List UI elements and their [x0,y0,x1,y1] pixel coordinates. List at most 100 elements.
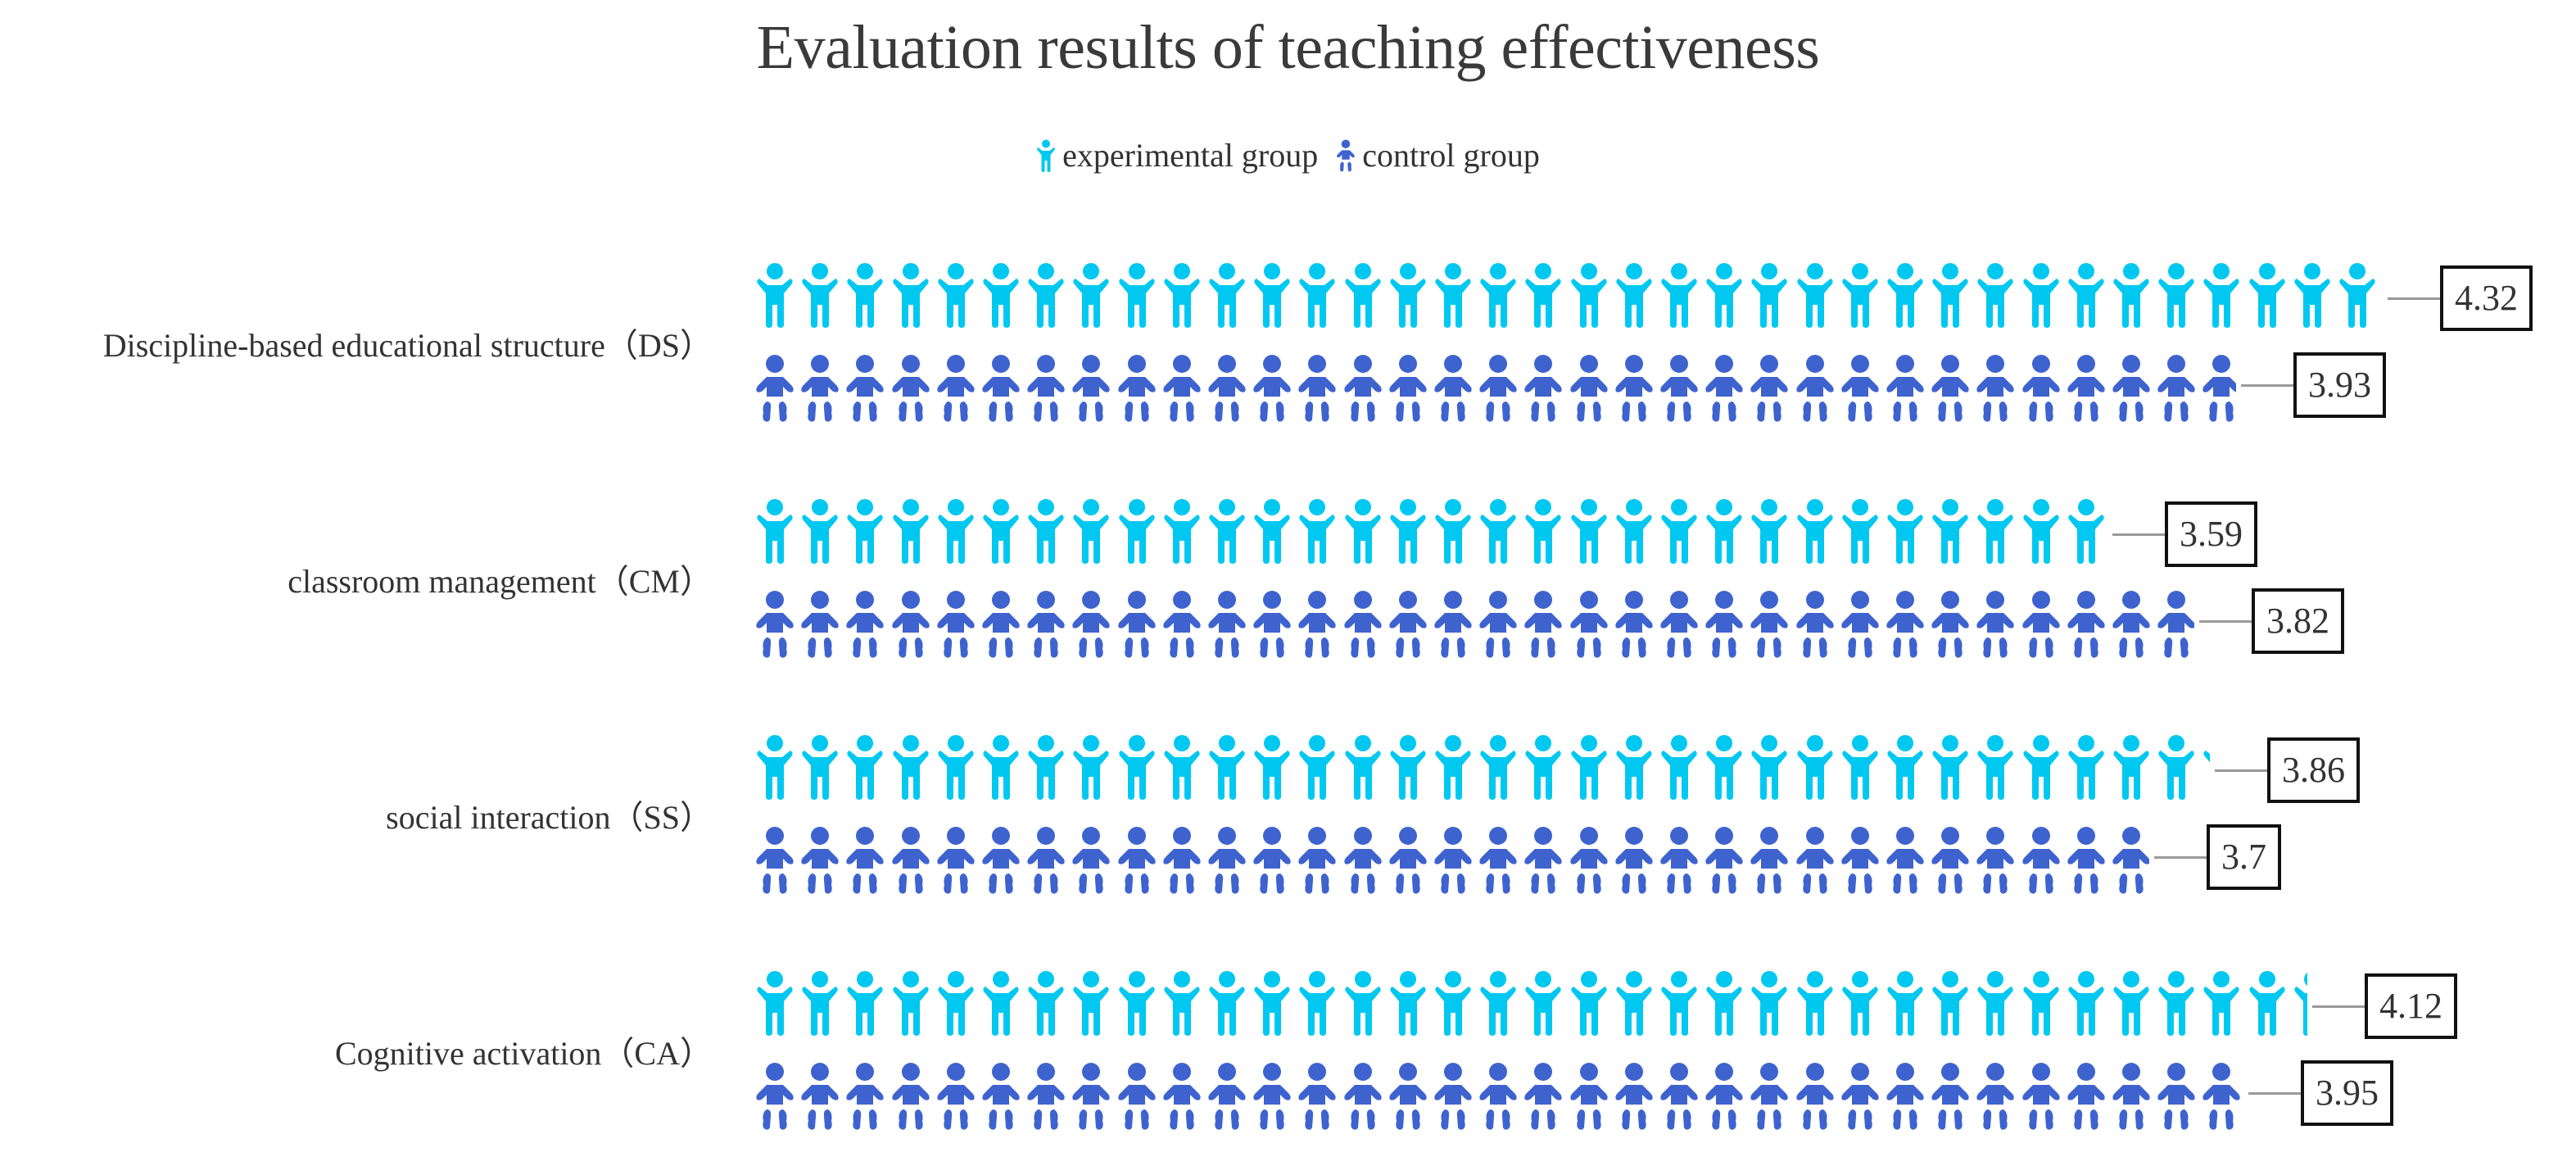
baby-icon [2203,355,2236,422]
baby-icon [1750,827,1789,894]
baby-icon [1615,827,1653,894]
child-arms-raised-icon [802,499,838,564]
baby-icon [801,355,839,422]
child-arms-raised-icon [1299,735,1336,800]
child-arms-raised-icon [847,499,884,564]
child-arms-raised-icon [1164,263,1200,328]
child-arms-raised-icon [2068,499,2104,564]
child-arms-raised-icon [1028,735,1064,800]
child-arms-raised-icon [1118,971,1155,1036]
child-arms-raised-icon [1977,735,2014,800]
baby-icon [1615,591,1653,658]
child-arms-raised-icon [983,735,1019,800]
child-arms-raised-icon [1932,735,1968,800]
child-arms-raised-icon [1299,263,1336,328]
baby-icon [1750,1063,1789,1130]
baby-icon [756,1063,794,1130]
baby-icon [1660,827,1698,894]
child-arms-raised-icon [802,735,838,800]
child-arms-raised-icon [2339,263,2375,328]
category-label-cm: classroom management（CM） [287,563,713,600]
baby-icon [1253,591,1291,658]
child-arms-raised-icon [2022,263,2059,328]
child-arms-raised-icon [983,499,1019,564]
legend-item-control[interactable]: control group [1336,133,1540,179]
baby-icon [1072,1063,1111,1130]
baby-icon [756,591,794,658]
baby-icon [1163,355,1201,422]
child-arms-raised-icon [1073,971,1110,1036]
baby-icon [891,355,930,422]
baby-icon [1886,355,1924,422]
child-arms-raised-icon [1525,971,1562,1036]
baby-icon [1389,355,1427,422]
child-arms-raised-icon [1344,499,1381,564]
child-arms-raised-icon [1299,499,1336,564]
baby-icon [982,591,1020,658]
value-label: 3.7 [2207,824,2281,890]
baby-icon [1841,355,1879,422]
baby-icon [1705,1063,1743,1130]
child-arms-raised-icon [1616,499,1652,564]
child-arms-raised-icon [757,971,793,1036]
baby-icon [1208,591,1246,658]
child-arms-raised-icon [2068,971,2104,1036]
legend-item-experimental[interactable]: experimental group [1036,133,1318,179]
child-arms-raised-icon [1796,735,1833,800]
baby-icon [1117,591,1156,658]
category-label-ca: Cognitive activation（CA） [334,1035,713,1072]
baby-icon [2021,1063,2060,1130]
child-arms-raised-icon [1977,499,2014,564]
baby-icon [2067,1063,2105,1130]
baby-icon [1479,591,1517,658]
baby-icon [1389,591,1427,658]
child-arms-raised-icon [1209,263,1245,328]
child-arms-raised-icon [1254,971,1290,1036]
child-arms-raised-icon [1209,735,1245,800]
child-arms-raised-icon [1480,263,1516,328]
child-arms-raised-icon [1706,499,1742,564]
child-arms-raised-icon [2022,735,2059,800]
baby-icon [2067,827,2105,894]
baby-icon [756,827,794,894]
baby-icon [846,355,885,422]
baby-icon [2021,355,2060,422]
leader-line [2241,384,2293,387]
child-arms-raised-icon [1073,263,1110,328]
baby-icon [1163,591,1201,658]
icon-row-experimental [755,734,2210,810]
baby-icon [1337,139,1356,172]
baby-icon [1343,355,1382,422]
baby-icon [1569,591,1608,658]
baby-icon [1795,355,1834,422]
icon-row-control [755,1062,2243,1137]
child-arms-raised-icon [1706,263,1742,328]
child-arms-raised-icon [1570,735,1607,800]
baby-icon [937,355,975,422]
icon-row-control [755,826,2149,901]
baby-icon [1027,827,1065,894]
child-arms-raised-icon [1480,735,1516,800]
child-arms-raised-icon [2068,735,2104,800]
child-arms-raised-icon [1842,263,1878,328]
baby-icon [891,1063,930,1130]
baby-icon [1795,591,1834,658]
baby-icon [1434,827,1472,894]
child-arms-raised-icon [1887,735,1923,800]
baby-icon [1705,355,1743,422]
child-arms-raised-icon [757,735,793,800]
baby-icon [1027,591,1065,658]
baby-icon [1343,1063,1382,1130]
child-arms-raised-icon [1887,971,1923,1036]
baby-icon [1569,827,1608,894]
baby-icon [846,1063,885,1130]
baby-icon [1298,827,1337,894]
value-label: 3.82 [2252,588,2344,654]
icon-row-experimental [755,262,2383,338]
child-arms-raised-icon [2203,971,2240,1036]
legend-label: control group [1362,137,1540,174]
baby-icon [891,827,930,894]
baby-icon [1750,355,1789,422]
baby-icon [1569,1063,1608,1130]
baby-icon [1208,827,1246,894]
